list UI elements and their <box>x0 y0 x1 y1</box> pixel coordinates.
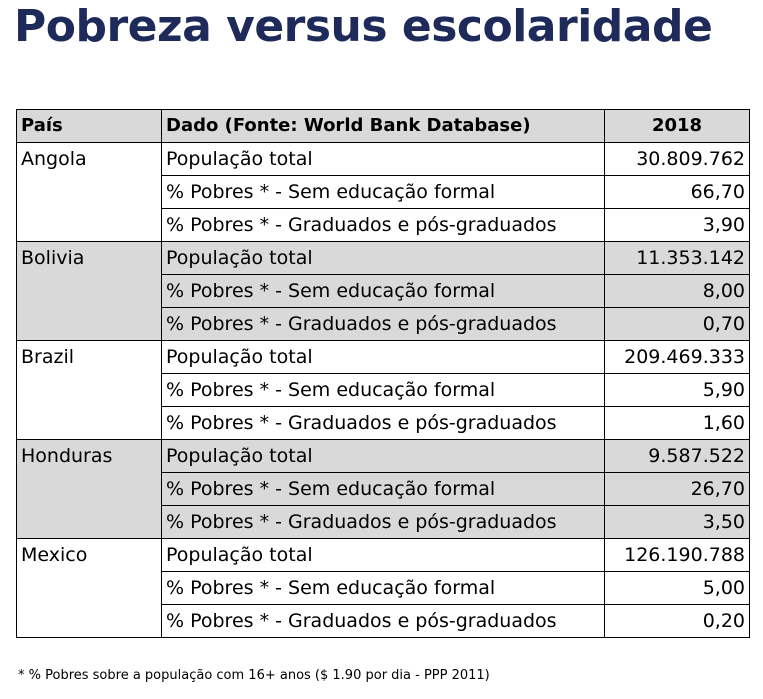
value-cell: 5,90 <box>604 373 750 407</box>
value-cell: 5,00 <box>604 571 750 605</box>
data-label-cell: População total <box>161 439 605 473</box>
value-cell: 3,50 <box>604 505 750 539</box>
table-row: % Pobres * - Sem educação formal 66,70 <box>17 175 750 209</box>
table-row: Bolivia População total 11.353.142 <box>16 241 750 341</box>
table-row: % Pobres * - Sem educação formal 26,70 <box>17 472 750 506</box>
data-label-cell: % Pobres * - Sem educação formal <box>161 571 605 605</box>
value-cell: 66,70 <box>604 175 750 209</box>
table-row: % Pobres * - Sem educação formal 5,00 <box>17 571 750 605</box>
table-row: % Pobres * - Graduados e pós-graduados 0,… <box>17 604 750 638</box>
value-cell: 0,70 <box>604 307 750 341</box>
value-cell: 209.469.333 <box>604 340 750 374</box>
table-row: % Pobres * - Sem educação formal 5,90 <box>17 373 750 407</box>
data-label-cell: % Pobres * - Sem educação formal <box>161 472 605 506</box>
country-cell: Mexico <box>16 538 162 638</box>
value-cell: 30.809.762 <box>604 142 750 176</box>
table-row: % Pobres * - Graduados e pós-graduados 3,… <box>17 505 750 539</box>
country-cell: Honduras <box>16 439 162 539</box>
value-cell: 0,20 <box>604 604 750 638</box>
value-cell: 11.353.142 <box>604 241 750 275</box>
value-cell: 126.190.788 <box>604 538 750 572</box>
value-cell: 9.587.522 <box>604 439 750 473</box>
data-label-cell: População total <box>161 142 605 176</box>
data-label-cell: % Pobres * - Sem educação formal <box>161 373 605 407</box>
value-cell: 8,00 <box>604 274 750 308</box>
data-table: País Dado (Fonte: World Bank Database) 2… <box>16 109 750 638</box>
table-row: % Pobres * - Sem educação formal 8,00 <box>17 274 750 308</box>
header-data: Dado (Fonte: World Bank Database) <box>161 109 605 143</box>
page-title: Pobreza versus escolaridade <box>14 1 713 52</box>
data-label-cell: População total <box>161 340 605 374</box>
country-cell: Angola <box>16 142 162 242</box>
data-label-cell: % Pobres * - Sem educação formal <box>161 175 605 209</box>
table-row: Angola População total 30.809.762 <box>16 142 750 242</box>
header-country: País <box>16 109 162 143</box>
data-label-cell: % Pobres * - Graduados e pós-graduados <box>161 208 605 242</box>
table-row: % Pobres * - Graduados e pós-graduados 0,… <box>17 307 750 341</box>
country-cell: Brazil <box>16 340 162 440</box>
data-label-cell: População total <box>161 538 605 572</box>
table-row: Brazil População total 209.469.333 <box>16 340 750 440</box>
data-label-cell: % Pobres * - Graduados e pós-graduados <box>161 505 605 539</box>
table-body: Angola População total 30.809.762% Pobres … <box>16 142 750 638</box>
value-cell: 3,90 <box>604 208 750 242</box>
table-header-row: País Dado (Fonte: World Bank Database) 2… <box>16 109 750 143</box>
data-label-cell: % Pobres * - Graduados e pós-graduados <box>161 604 605 638</box>
table-row: Mexico População total 126.190.788 <box>16 538 750 638</box>
table-row: % Pobres * - Graduados e pós-graduados 1,… <box>17 406 750 440</box>
data-label-cell: % Pobres * - Sem educação formal <box>161 274 605 308</box>
data-label-cell: % Pobres * - Graduados e pós-graduados <box>161 307 605 341</box>
data-label-cell: População total <box>161 241 605 275</box>
country-cell: Bolivia <box>16 241 162 341</box>
header-year: 2018 <box>604 109 750 143</box>
data-label-cell: % Pobres * - Graduados e pós-graduados <box>161 406 605 440</box>
value-cell: 1,60 <box>604 406 750 440</box>
footnote: * % Pobres sobre a população com 16+ ano… <box>18 668 490 683</box>
table-row: Honduras População total 9.587.522 <box>16 439 750 539</box>
value-cell: 26,70 <box>604 472 750 506</box>
